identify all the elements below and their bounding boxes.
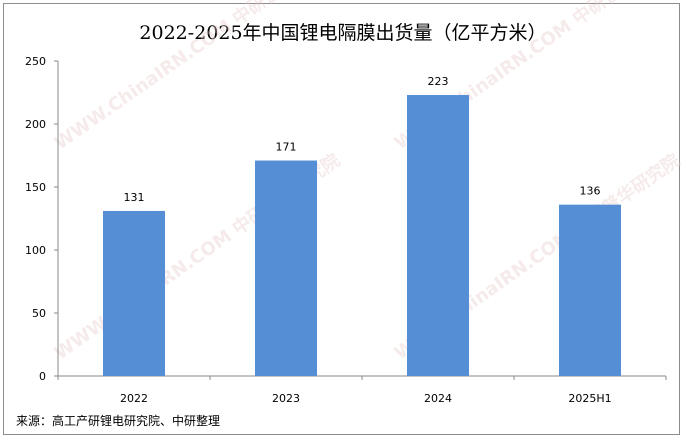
- y-tick-label: 50: [32, 307, 46, 320]
- bar-2022: [103, 210, 165, 376]
- x-tick-label: 2023: [272, 392, 300, 405]
- chart-title: 2022-2025年中国锂电隔膜出货量（亿平方米）: [139, 22, 547, 44]
- x-tick-label: 2022: [120, 392, 148, 405]
- data-label: 136: [580, 185, 601, 198]
- y-tick-label: 100: [25, 244, 46, 257]
- data-label: 223: [428, 75, 449, 88]
- bar-2023: [255, 160, 317, 376]
- data-label: 171: [276, 141, 297, 154]
- y-tick-label: 250: [25, 55, 46, 68]
- source-note: 来源：高工产研锂电研究院、中研整理: [16, 414, 221, 428]
- chart-frame: [3, 3, 680, 435]
- data-label: 131: [124, 191, 145, 204]
- x-tick-label: 2025H1: [568, 392, 611, 405]
- bar-2024: [407, 95, 469, 377]
- watermark-text: WWW.ChinaIRN.COM 中研普华研究院: [50, 0, 344, 154]
- bar-2025H1: [559, 204, 621, 376]
- x-tick-label: 2024: [424, 392, 452, 405]
- y-tick-label: 200: [25, 118, 46, 131]
- y-tick-label: 150: [25, 181, 46, 194]
- y-tick-label: 0: [39, 370, 46, 383]
